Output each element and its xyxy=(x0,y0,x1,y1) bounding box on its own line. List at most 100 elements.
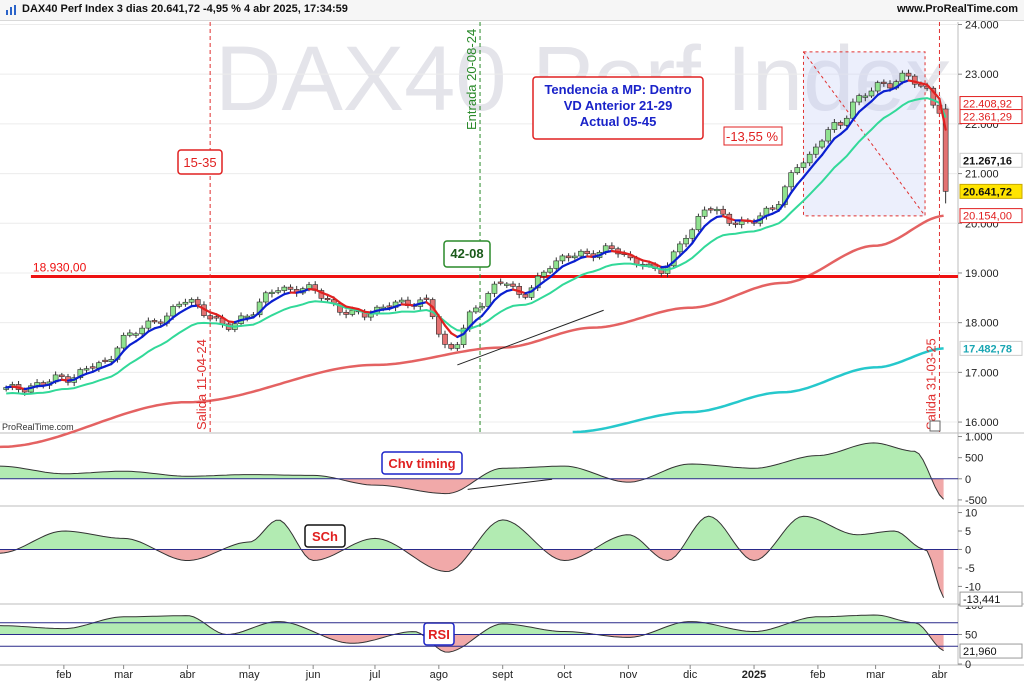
candle xyxy=(454,344,461,349)
candle xyxy=(800,162,807,168)
candle xyxy=(553,260,560,269)
ema-trend-line xyxy=(561,262,570,268)
sch-negative-area xyxy=(0,549,944,598)
candle xyxy=(262,292,269,303)
price-tag xyxy=(959,109,1023,125)
ema-trend-line xyxy=(814,153,824,164)
candle xyxy=(182,301,189,305)
ema-trend-line xyxy=(450,332,459,339)
candle xyxy=(782,186,788,205)
ema-trend-line xyxy=(480,307,490,317)
chv-timing-axis-tick: 500 xyxy=(965,453,983,465)
candle xyxy=(825,129,832,142)
chart-header: DAX40 Perf Index 3 dias 20.641,72 -4,95 … xyxy=(0,0,1024,21)
candle xyxy=(324,298,331,301)
ema-trend-line xyxy=(443,324,453,335)
x-axis-tick: sept xyxy=(492,669,513,681)
candle xyxy=(133,333,139,336)
candle xyxy=(769,207,776,210)
candle xyxy=(788,172,794,188)
ma100-line xyxy=(0,214,944,449)
candle xyxy=(176,303,183,307)
ema-trend-line xyxy=(73,375,82,381)
candle xyxy=(83,368,90,371)
ema-trend-line xyxy=(802,168,811,179)
ema-trend-line xyxy=(456,332,465,339)
candle xyxy=(89,366,96,369)
rsi-axis-tick: 0 xyxy=(965,659,971,671)
ma200-line xyxy=(572,347,944,434)
candle xyxy=(126,332,133,336)
box-42-08-text: 42-08 xyxy=(450,246,483,261)
ema-trend-line xyxy=(165,316,175,325)
ema-trend-line xyxy=(462,325,471,336)
candle xyxy=(139,327,145,335)
ema-trend-line xyxy=(858,105,867,113)
sch-axis-tick: 0 xyxy=(965,544,971,556)
ema-trend-line xyxy=(932,90,941,100)
candle xyxy=(813,146,819,155)
ema-trend-line xyxy=(845,118,855,130)
candle xyxy=(571,255,578,259)
ema-trend-line xyxy=(684,242,694,252)
ema-trend-line xyxy=(783,191,793,204)
ema-trend-line xyxy=(771,209,780,215)
candle xyxy=(151,320,158,323)
box-15-35-box xyxy=(177,149,223,175)
entry-label: Entrada 20-08-24 xyxy=(464,29,479,130)
candle xyxy=(856,95,862,103)
candle xyxy=(683,238,689,245)
info-icon xyxy=(929,420,941,432)
candle xyxy=(213,316,220,319)
candle xyxy=(874,82,881,92)
x-axis-tick: feb xyxy=(56,669,71,681)
candle xyxy=(504,283,510,286)
sch-value-text: -13,441 xyxy=(963,594,1000,606)
price-axis-tick: 18.000 xyxy=(965,318,999,330)
ema-trend-line xyxy=(548,270,558,279)
candle xyxy=(677,243,683,253)
ema-trend-line xyxy=(122,343,131,353)
ema-trend-line xyxy=(493,293,502,302)
candle xyxy=(157,321,164,324)
candle xyxy=(819,140,825,148)
ema-trend-line xyxy=(147,327,156,333)
candle xyxy=(868,90,875,97)
rsi-value-text: 21,960 xyxy=(963,646,997,658)
candle xyxy=(881,81,887,84)
ema-trend-line xyxy=(159,322,168,328)
exit-label: Salida 31-03-25 xyxy=(923,338,938,430)
ema-trend-line xyxy=(103,362,113,368)
sch-title: SCh xyxy=(312,529,338,544)
ema-trend-line xyxy=(654,262,663,269)
rsi-positive-area xyxy=(0,615,944,635)
chart-area[interactable]: DAX40 Perf IndexProRealTime.com18.930,00… xyxy=(0,20,1024,683)
sch-axis-tick: -10 xyxy=(965,581,981,593)
sch-axis-tick: 10 xyxy=(965,508,977,520)
candle xyxy=(398,299,405,303)
ema-trend-line xyxy=(629,253,638,259)
ema-trend-line xyxy=(487,299,496,310)
candle xyxy=(287,286,294,290)
rsi-axis-tick: 50 xyxy=(965,630,977,642)
box-42-08-box xyxy=(443,240,491,268)
candle xyxy=(609,245,615,250)
ema-trend-line xyxy=(833,133,842,140)
candle xyxy=(732,222,739,225)
candle xyxy=(120,334,127,349)
ema-trend-line xyxy=(864,100,873,108)
ema-trend-line xyxy=(332,296,342,304)
candle xyxy=(497,281,504,284)
chv-timing-line xyxy=(0,442,944,500)
ema-trend-line xyxy=(839,127,848,136)
price-axis-tick: 19.000 xyxy=(965,268,999,280)
x-axis-tick: jul xyxy=(368,669,380,681)
ema-trend-line xyxy=(258,304,267,314)
price-tag xyxy=(959,183,1023,199)
x-axis-tick: mar xyxy=(114,669,133,681)
candle xyxy=(269,291,275,294)
price-tag-text: 17.482,78 xyxy=(963,343,1012,355)
candle xyxy=(843,117,850,126)
candle xyxy=(522,294,529,298)
